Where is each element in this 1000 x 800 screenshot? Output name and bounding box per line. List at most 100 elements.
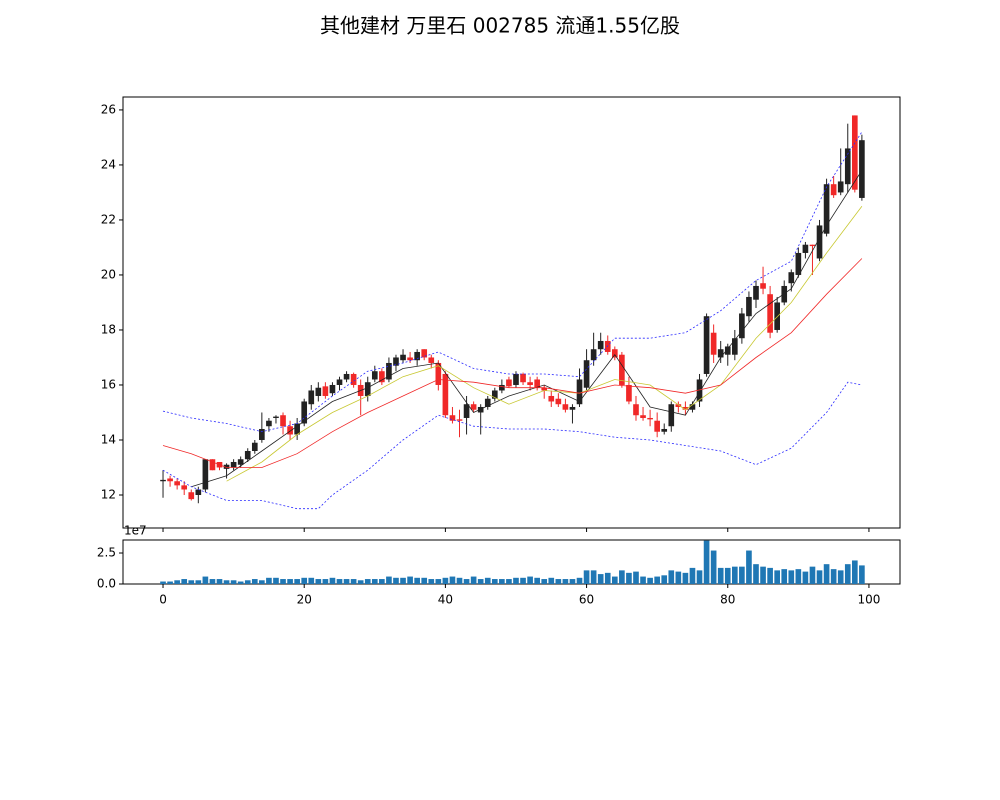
candle-body bbox=[491, 390, 498, 399]
candle-body bbox=[717, 349, 724, 358]
volume-bar bbox=[795, 569, 802, 584]
volume-bar bbox=[626, 572, 632, 584]
candle-body bbox=[400, 354, 406, 361]
volume-bar bbox=[449, 576, 456, 584]
candle-body bbox=[520, 373, 526, 383]
candle-body bbox=[414, 351, 420, 361]
candle-body bbox=[626, 384, 632, 402]
candle-body bbox=[802, 244, 809, 253]
y-tick-label: 14 bbox=[101, 432, 116, 446]
volume-bar bbox=[611, 576, 618, 584]
candle-body bbox=[767, 294, 773, 333]
volume-bar bbox=[484, 577, 491, 584]
x-tick-label: 0 bbox=[159, 593, 167, 607]
volume-bar bbox=[640, 576, 646, 584]
candle-body bbox=[527, 382, 533, 385]
candle-body bbox=[597, 340, 604, 350]
candle-body bbox=[724, 346, 731, 355]
volume-bar bbox=[273, 577, 279, 584]
volume-bar bbox=[379, 579, 385, 584]
candle-body bbox=[167, 478, 173, 482]
candle-body bbox=[562, 404, 569, 410]
candle-body bbox=[174, 481, 180, 486]
volume-bar bbox=[428, 579, 435, 584]
candle-body bbox=[859, 140, 865, 198]
volume-bar bbox=[576, 577, 583, 584]
candle-body bbox=[731, 338, 738, 355]
volume-bar bbox=[287, 579, 293, 584]
candle-body bbox=[760, 283, 766, 289]
y-tick-label: 0.0 bbox=[97, 577, 116, 591]
y-tick-label: 16 bbox=[101, 377, 116, 391]
volume-bar bbox=[400, 577, 406, 584]
volume-bar bbox=[477, 579, 484, 584]
volume-bar bbox=[717, 567, 724, 584]
volume-bar bbox=[527, 576, 533, 584]
volume-bar bbox=[174, 580, 180, 584]
volume-bar bbox=[195, 580, 202, 584]
candle-body bbox=[195, 489, 202, 495]
volume-bar bbox=[463, 579, 470, 584]
candle-body bbox=[393, 357, 399, 366]
volume-bar bbox=[788, 570, 795, 584]
volume-bar bbox=[731, 566, 738, 584]
x-tick-label: 20 bbox=[297, 593, 312, 607]
candle-body bbox=[259, 428, 265, 440]
volume-bar bbox=[816, 570, 823, 584]
candle-body bbox=[739, 313, 745, 339]
candle-body bbox=[456, 419, 463, 421]
candle-body bbox=[449, 415, 456, 421]
candle-body bbox=[209, 459, 216, 471]
volume-bar bbox=[774, 570, 780, 584]
volume-bar bbox=[555, 579, 562, 584]
candle-body bbox=[315, 387, 322, 396]
volume-bar bbox=[456, 577, 463, 584]
volume-bar bbox=[619, 570, 625, 584]
volume-bar bbox=[837, 570, 844, 584]
candle-body bbox=[746, 296, 752, 317]
volume-bar bbox=[160, 581, 166, 584]
y-tick-label: 20 bbox=[101, 267, 116, 281]
volume-bar bbox=[343, 579, 350, 584]
candle-body bbox=[569, 406, 576, 410]
candle-body bbox=[371, 371, 378, 380]
candle-body bbox=[287, 426, 293, 435]
candle-body bbox=[202, 459, 209, 490]
candle-body bbox=[280, 415, 286, 427]
volume-bar bbox=[435, 579, 442, 584]
candle-body bbox=[541, 387, 548, 391]
volume-bar bbox=[188, 580, 195, 584]
candle-body bbox=[230, 461, 237, 468]
volume-bar bbox=[520, 577, 526, 584]
volume-bar bbox=[230, 580, 237, 584]
volume-bar bbox=[562, 579, 569, 584]
volume-bar bbox=[350, 579, 357, 584]
candle-body bbox=[308, 390, 315, 405]
volume-bar bbox=[216, 579, 223, 584]
ma-line bbox=[191, 170, 863, 488]
candle-body bbox=[555, 398, 562, 405]
candle-body bbox=[484, 398, 491, 407]
y-tick-label: 12 bbox=[101, 487, 116, 501]
candle-body bbox=[435, 362, 442, 385]
y-tick-label: 2.5 bbox=[97, 546, 116, 560]
volume-bar bbox=[499, 579, 505, 584]
candle-body bbox=[816, 225, 823, 259]
volume-bar bbox=[724, 567, 731, 584]
offset-text: 1e7 bbox=[124, 524, 147, 538]
main-axes-frame bbox=[122, 96, 901, 529]
candle-body bbox=[795, 252, 802, 275]
volume-bar bbox=[647, 577, 653, 584]
volume-bar bbox=[633, 571, 639, 584]
candle-body bbox=[823, 184, 830, 234]
candle-body bbox=[223, 464, 230, 469]
volume-bar bbox=[329, 577, 336, 584]
candle-body bbox=[407, 357, 413, 361]
x-tick-label: 80 bbox=[720, 593, 735, 607]
x-tick-label: 40 bbox=[438, 593, 453, 607]
candle-body bbox=[781, 285, 788, 303]
y-tick-label: 22 bbox=[101, 212, 116, 226]
volume-bar bbox=[753, 564, 759, 584]
ma-line bbox=[162, 258, 863, 468]
